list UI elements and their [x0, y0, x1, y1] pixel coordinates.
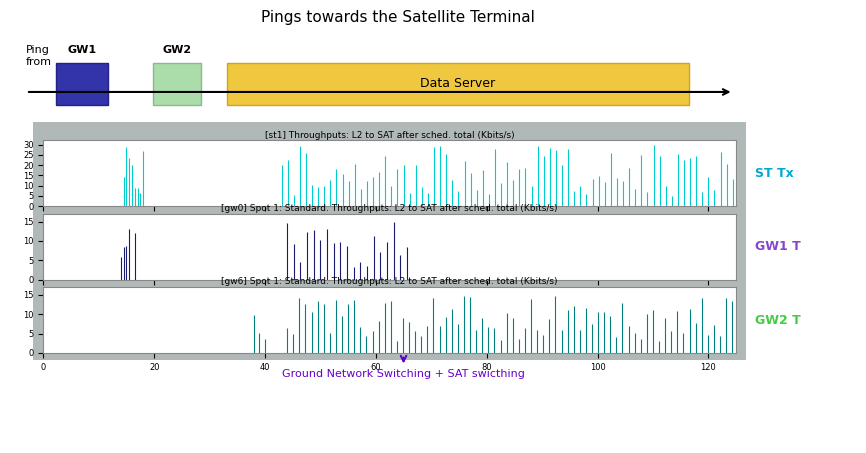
Title: [st1] Throughputs: L2 to SAT after sched. total (Kbits/s): [st1] Throughputs: L2 to SAT after sched…: [265, 130, 514, 140]
Text: Data Server: Data Server: [420, 77, 495, 91]
Title: Pings towards the Satellite Terminal: Pings towards the Satellite Terminal: [262, 10, 535, 24]
Text: Ping
from: Ping from: [26, 45, 52, 67]
FancyBboxPatch shape: [227, 63, 688, 105]
Text: GW2: GW2: [162, 45, 191, 55]
FancyBboxPatch shape: [152, 63, 201, 105]
Text: GW1: GW1: [68, 45, 96, 55]
Text: GW2 T: GW2 T: [755, 313, 801, 327]
Title: [gw0] Spot 1: Standard. Throughputs: L2 to SAT after sched. total (Kbits/s): [gw0] Spot 1: Standard. Throughputs: L2 …: [222, 204, 558, 213]
Text: GW1 T: GW1 T: [755, 240, 801, 253]
Text: ST Tx: ST Tx: [755, 167, 794, 180]
Text: Ground Network Switching + SAT swicthing: Ground Network Switching + SAT swicthing: [282, 369, 525, 379]
Title: [gw6] Spot 1: Standard. Throughputs: L2 to SAT after sched. total (Kbits/s): [gw6] Spot 1: Standard. Throughputs: L2 …: [222, 277, 558, 286]
FancyBboxPatch shape: [55, 63, 108, 105]
